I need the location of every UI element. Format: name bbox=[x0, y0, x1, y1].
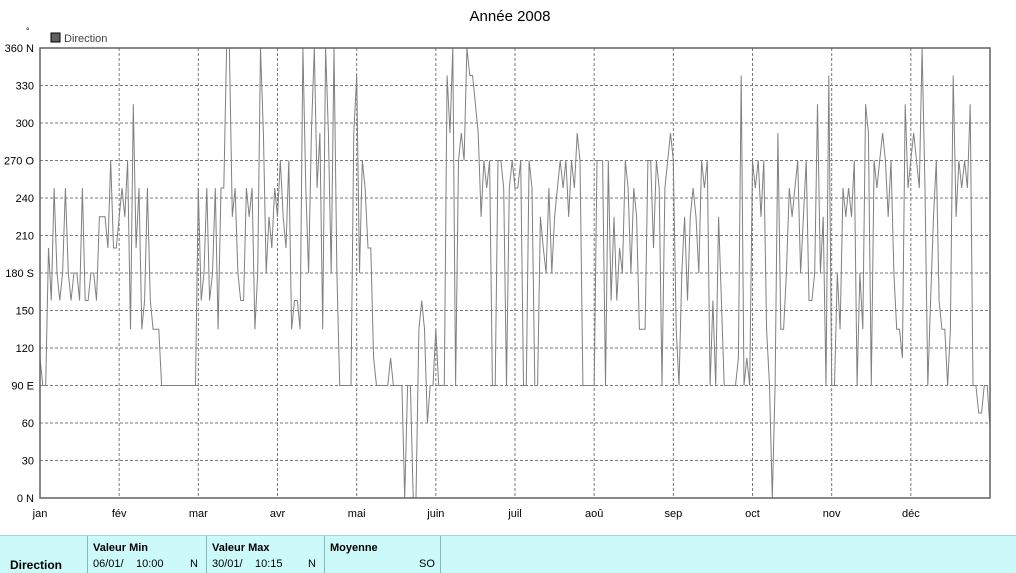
x-tick-label: déc bbox=[902, 508, 920, 520]
max-header: Valeur Max bbox=[212, 542, 270, 554]
series-direction bbox=[39, 47, 991, 499]
stats-label-cell: Direction bbox=[0, 536, 88, 573]
y-tick-label: 60 bbox=[22, 418, 34, 430]
avg-header: Moyenne bbox=[330, 542, 378, 554]
series-line-direction bbox=[39, 47, 991, 499]
stats-panel: Direction Valeur Min 06/01/ 10:00 N Vale… bbox=[0, 535, 1016, 573]
min-header: Valeur Min bbox=[93, 542, 149, 554]
x-tick-label: aoû bbox=[585, 508, 603, 520]
x-tick-label: mai bbox=[348, 508, 366, 520]
grid bbox=[40, 48, 990, 498]
stats-avg-cell: Moyenne SO bbox=[325, 536, 441, 573]
x-tick-label: sep bbox=[664, 508, 682, 520]
y-tick-label: 270 O bbox=[4, 156, 34, 168]
x-tick-label: juin bbox=[426, 508, 444, 520]
y-tick-label: 150 bbox=[16, 306, 34, 318]
legend-swatch bbox=[50, 32, 61, 43]
y-tick-label: 240 bbox=[16, 193, 34, 205]
max-time: 10:15 bbox=[255, 558, 283, 570]
x-tick-label: jan bbox=[32, 508, 48, 520]
x-tick-label: oct bbox=[745, 508, 760, 520]
max-direction: N bbox=[308, 558, 316, 570]
y-tick-label: 0 N bbox=[17, 493, 34, 505]
x-tick-label: juil bbox=[507, 508, 521, 520]
min-direction: N bbox=[190, 558, 198, 570]
x-tick-label: avr bbox=[270, 508, 286, 520]
x-axis: jan fév mar avr mai juin juil aoû sep oct nov déc bbox=[32, 508, 921, 520]
y-tick-label: 360 N bbox=[5, 43, 34, 55]
stats-row-label: Direction bbox=[10, 558, 63, 572]
y-tick-label: 210 bbox=[16, 231, 34, 243]
stats-max-cell: Valeur Max 30/01/ 10:15 N bbox=[207, 536, 325, 573]
plot-frame bbox=[39, 47, 991, 499]
min-date: 06/01/ bbox=[93, 558, 124, 570]
stats-min-cell: Valeur Min 06/01/ 10:00 N bbox=[88, 536, 207, 573]
y-tick-label: 300 bbox=[16, 118, 34, 130]
max-date: 30/01/ bbox=[212, 558, 243, 570]
direction-chart: Année 2008 ° Direction 0 N 30 60 90 E 120 150… bbox=[4, 8, 991, 520]
x-tick-label: mar bbox=[189, 508, 208, 520]
y-tick-label: 330 bbox=[16, 81, 34, 93]
y-unit-mark: ° bbox=[26, 26, 30, 36]
y-axis: 0 N 30 60 90 E 120 150 180 S 210 240 270 O 300 330 3… bbox=[4, 43, 34, 505]
avg-value: SO bbox=[419, 558, 435, 570]
y-tick-label: 90 E bbox=[11, 381, 34, 393]
y-tick-label: 180 S bbox=[5, 268, 34, 280]
y-tick-label: 30 bbox=[22, 456, 34, 468]
min-time: 10:00 bbox=[136, 558, 164, 570]
chart-title: Année 2008 bbox=[470, 8, 551, 25]
x-tick-label: fév bbox=[112, 508, 127, 520]
y-tick-label: 120 bbox=[16, 343, 34, 355]
x-tick-label: nov bbox=[823, 508, 841, 520]
legend-label: Direction bbox=[64, 33, 107, 45]
